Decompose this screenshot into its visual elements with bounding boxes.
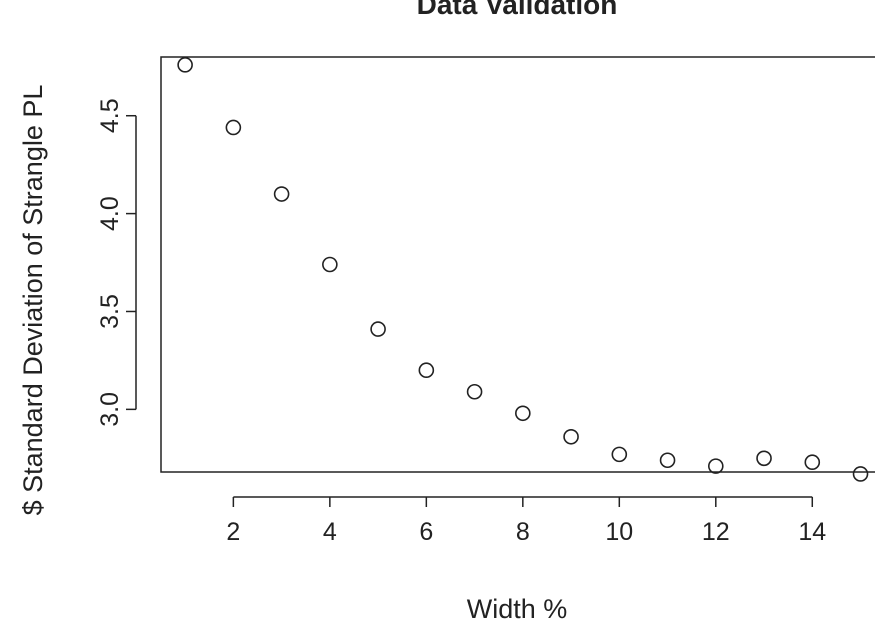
y-axis-label: $ Standard Deviation of Strangle PL bbox=[18, 85, 48, 516]
x-axis-label: Width % bbox=[467, 594, 568, 624]
data-point bbox=[804, 454, 821, 471]
data-points bbox=[177, 57, 869, 482]
x-tick-label: 10 bbox=[605, 518, 633, 546]
x-tick-label: 14 bbox=[798, 518, 826, 546]
data-point bbox=[273, 186, 290, 202]
data-point bbox=[177, 57, 193, 73]
data-point bbox=[659, 452, 676, 469]
data-point bbox=[466, 383, 483, 400]
data-point bbox=[563, 428, 579, 445]
data-point bbox=[707, 458, 724, 474]
y-tick-label: 4.0 bbox=[96, 196, 124, 231]
plot-frame bbox=[160, 56, 875, 473]
x-tick-label: 6 bbox=[419, 518, 433, 546]
x-tick-label: 8 bbox=[516, 518, 530, 546]
data-point bbox=[370, 321, 386, 337]
data-point bbox=[418, 362, 435, 379]
x-tick-label: 12 bbox=[702, 518, 730, 546]
y-tick-label: 4.5 bbox=[96, 98, 124, 133]
data-point bbox=[611, 446, 628, 463]
data-point bbox=[515, 405, 531, 422]
data-point bbox=[756, 450, 772, 467]
chart-title: Data Validation bbox=[417, 0, 618, 20]
data-point bbox=[852, 466, 869, 482]
x-tick-label: 4 bbox=[323, 518, 337, 546]
y-tick-label: 3.0 bbox=[96, 392, 124, 427]
x-axis: 2 4 6 8 10 12 14 bbox=[226, 496, 826, 546]
y-tick-label: 3.5 bbox=[96, 294, 124, 329]
data-point bbox=[322, 256, 338, 273]
y-axis: 3.0 3.5 4.0 4.5 bbox=[96, 98, 137, 427]
data-point bbox=[225, 119, 242, 136]
plot-border bbox=[160, 56, 875, 473]
x-tick-label: 2 bbox=[226, 518, 240, 546]
